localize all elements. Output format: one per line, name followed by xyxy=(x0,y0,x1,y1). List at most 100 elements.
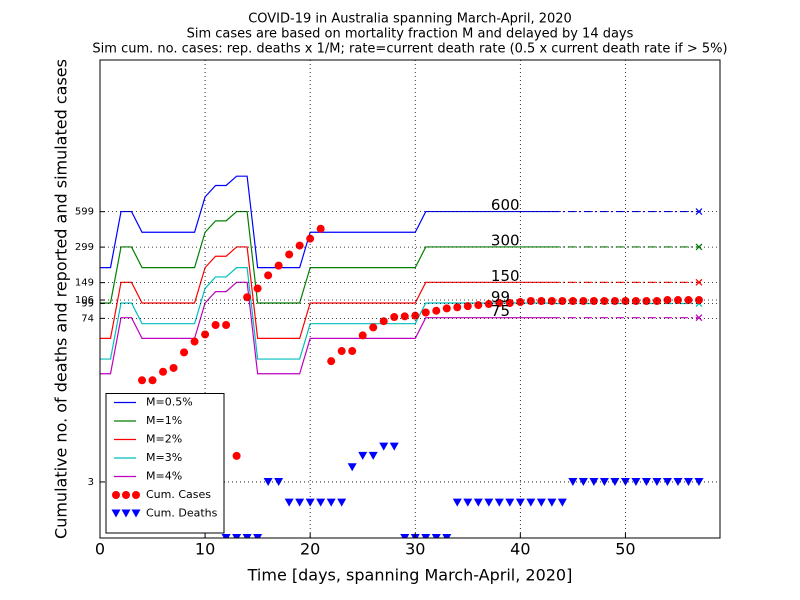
data-point xyxy=(232,451,241,460)
data-point xyxy=(306,234,315,243)
data-point xyxy=(337,498,347,507)
data-point xyxy=(463,302,472,311)
data-point xyxy=(610,297,619,306)
y-tick-label: 99 xyxy=(81,299,94,310)
data-point xyxy=(473,498,483,507)
data-point xyxy=(579,297,588,306)
data-point xyxy=(621,297,630,306)
series-line xyxy=(100,175,552,269)
data-point xyxy=(201,330,210,339)
series-line xyxy=(100,281,552,375)
data-point xyxy=(274,261,283,270)
data-point xyxy=(578,477,588,486)
data-point xyxy=(589,297,598,306)
data-point xyxy=(536,498,546,507)
legend-marker xyxy=(121,509,131,518)
data-point xyxy=(400,534,410,538)
annotation: 150 xyxy=(491,267,520,285)
data-point xyxy=(379,317,388,326)
data-point xyxy=(516,297,525,306)
data-point xyxy=(337,347,346,356)
legend-label: M=4% xyxy=(146,470,182,483)
data-point xyxy=(515,498,525,507)
data-point xyxy=(159,367,168,376)
projection-marker xyxy=(695,208,703,215)
data-point xyxy=(663,296,672,305)
data-point xyxy=(348,347,357,356)
data-point xyxy=(368,451,378,460)
data-point xyxy=(358,331,367,340)
data-point xyxy=(641,477,651,486)
legend-marker xyxy=(111,509,121,518)
data-point xyxy=(379,442,389,451)
data-point xyxy=(453,303,462,312)
series-line xyxy=(100,210,552,304)
data-point xyxy=(673,296,682,305)
series-line xyxy=(100,246,552,339)
data-point xyxy=(568,297,577,306)
data-point xyxy=(347,463,357,472)
x-tick-label: 10 xyxy=(195,540,215,559)
series-line xyxy=(100,267,552,360)
data-point xyxy=(452,498,462,507)
data-point xyxy=(642,297,651,306)
legend-marker xyxy=(131,509,141,518)
data-point xyxy=(505,299,514,308)
data-point xyxy=(652,297,661,306)
data-point xyxy=(232,534,242,538)
data-point xyxy=(242,534,252,538)
legend-marker xyxy=(112,491,120,499)
data-point xyxy=(662,477,672,486)
data-point xyxy=(316,224,325,233)
data-point xyxy=(305,498,315,507)
data-point xyxy=(295,498,305,507)
chart-title: Sim cases are based on mortality fractio… xyxy=(187,27,634,42)
data-point xyxy=(316,498,326,507)
data-point xyxy=(442,304,451,313)
data-point xyxy=(222,320,231,329)
projection-marker xyxy=(695,314,703,322)
y-tick-label: 299 xyxy=(75,242,94,253)
data-point xyxy=(631,297,640,306)
legend-label: M=3% xyxy=(146,451,182,464)
legend-marker xyxy=(122,491,130,499)
data-point xyxy=(494,498,504,507)
annotation: 75 xyxy=(491,302,510,320)
projection-marker xyxy=(695,278,703,286)
annotation: 600 xyxy=(491,196,520,214)
data-point xyxy=(694,477,704,486)
data-point xyxy=(358,451,368,460)
data-point xyxy=(505,498,515,507)
x-tick-label: 20 xyxy=(300,540,320,559)
y-axis-label: Cumulative no. of deaths and reported an… xyxy=(52,59,71,539)
data-point xyxy=(537,297,546,306)
legend-label: Cum. Cases xyxy=(146,488,211,501)
data-point xyxy=(138,376,147,385)
annotation: 99 xyxy=(491,288,510,306)
data-point xyxy=(432,306,441,315)
y-tick-label: 74 xyxy=(81,313,94,324)
y-tick-label: 3 xyxy=(88,477,94,488)
data-point xyxy=(442,534,452,538)
data-point xyxy=(390,313,399,322)
data-point xyxy=(610,477,620,486)
y-tick-label: 149 xyxy=(75,278,94,289)
data-point xyxy=(295,241,304,250)
data-point xyxy=(148,376,157,385)
data-point xyxy=(620,477,630,486)
data-point xyxy=(547,498,557,507)
x-axis-label: Time [days, spanning March-April, 2020] xyxy=(247,566,573,585)
data-point xyxy=(495,299,504,308)
x-tick-label: 30 xyxy=(405,540,425,559)
data-point xyxy=(284,498,294,507)
chart-title: COVID-19 in Australia spanning March-Apr… xyxy=(248,12,572,27)
data-point xyxy=(484,498,494,507)
data-point xyxy=(421,308,430,317)
data-point xyxy=(243,293,252,302)
data-point xyxy=(389,442,399,451)
data-point xyxy=(253,534,263,538)
data-point xyxy=(694,296,703,305)
data-point xyxy=(180,348,189,357)
data-point xyxy=(264,271,273,280)
